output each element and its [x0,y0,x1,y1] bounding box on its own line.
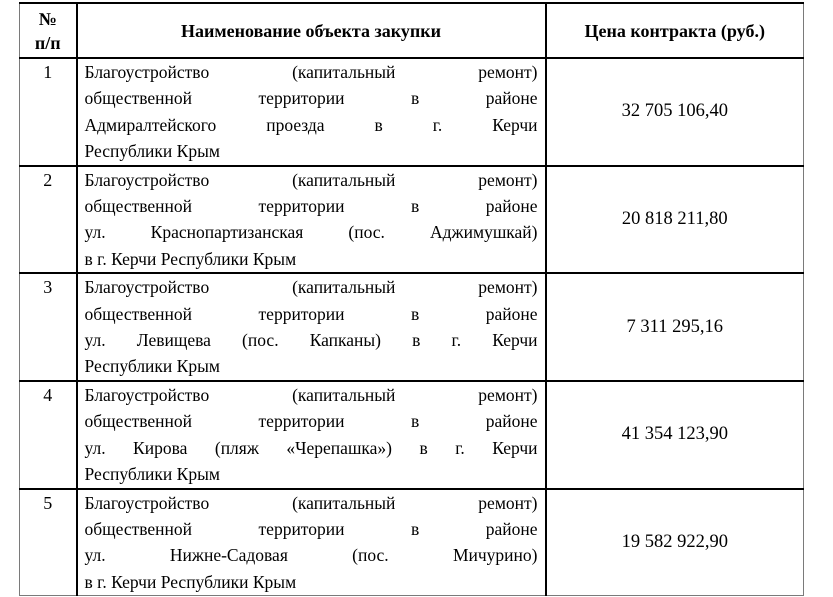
column-header-number-line1: № [38,8,57,29]
object-name-line: общественной территории в районе [84,196,538,217]
object-name-cell: Благоустройство (капитальный ремонт) обще… [75,57,547,167]
object-name-cell: Благоустройство (капитальный ремонт) обще… [75,487,547,597]
table-header-row: № п/п Наименование объекта закупки Цена … [19,2,804,59]
object-name-line: Благоустройство (капитальный ремонт) [84,277,538,298]
object-name-line: ул. Левищева (пос. Капканы) в г. Керчи [84,330,538,351]
object-name-line: в г. Керчи Республики Крым [84,571,297,592]
object-name-cell: Благоустройство (капитальный ремонт) обще… [75,272,547,382]
contract-price-cell: 32 705 106,40 [544,57,804,167]
object-name-cell: Благоустройство (капитальный ремонт) обще… [75,164,547,275]
row-number-cell: 5 [19,487,78,597]
table-row: 4 Благоустройство (капитальный ремонт) об… [19,379,804,490]
object-name-line: общественной территории в районе [84,88,538,109]
table-body: 1 Благоустройство (капитальный ремонт) об… [19,57,804,597]
object-name-line: общественной территории в районе [84,411,538,432]
contract-price-cell: 41 354 123,90 [544,379,804,490]
column-header-number-line2: п/п [34,32,61,53]
object-name-line: в г. Керчи Республики Крым [84,248,297,269]
object-name-line: Республики Крым [84,356,220,377]
object-name-line: Адмиралтейского проезда в г. Керчи [84,114,538,135]
object-name-line: Благоустройство (капитальный ремонт) [84,62,538,82]
table-row: 1 Благоустройство (капитальный ремонт) об… [19,57,804,167]
object-name-line: ул. Кирова (пляж «Черепашка») в г. Керчи [84,437,538,458]
object-name-line: Благоустройство (капитальный ремонт) [84,384,538,405]
column-header-object-name: Наименование объекта закупки [75,2,547,59]
object-name-line: Благоустройство (капитальный ремонт) [84,169,538,190]
column-header-number: № п/п [19,2,78,59]
contract-price-cell: 20 818 211,80 [544,164,804,275]
object-name-line: общественной территории в районе [84,518,538,539]
table-row: 5 Благоустройство (капитальный ремонт) об… [19,487,804,597]
object-name-line: Республики Крым [84,141,220,162]
contract-price-cell: 7 311 295,16 [544,272,804,382]
object-name-line: ул. Краснопартизанская (пос. Аджимушкай) [84,222,538,243]
table-row: 2 Благоустройство (капитальный ремонт) об… [19,164,804,275]
object-name-cell: Благоустройство (капитальный ремонт) обще… [75,379,547,490]
row-number-cell: 3 [19,272,78,382]
object-name-line: Республики Крым [84,464,220,485]
object-name-line: общественной территории в районе [84,303,538,324]
procurement-table: № п/п Наименование объекта закупки Цена … [19,2,804,597]
object-name-line: ул. Нижне-Садовая (пос. Мичурино) [84,545,538,566]
column-header-contract-price: Цена контракта (руб.) [544,2,804,59]
table-row: 3 Благоустройство (капитальный ремонт) об… [19,272,804,382]
object-name-line: Благоустройство (капитальный ремонт) [84,492,538,513]
row-number-cell: 1 [19,57,78,167]
row-number-cell: 4 [19,379,78,490]
row-number-cell: 2 [19,164,78,275]
contract-price-cell: 19 582 922,90 [544,487,804,597]
